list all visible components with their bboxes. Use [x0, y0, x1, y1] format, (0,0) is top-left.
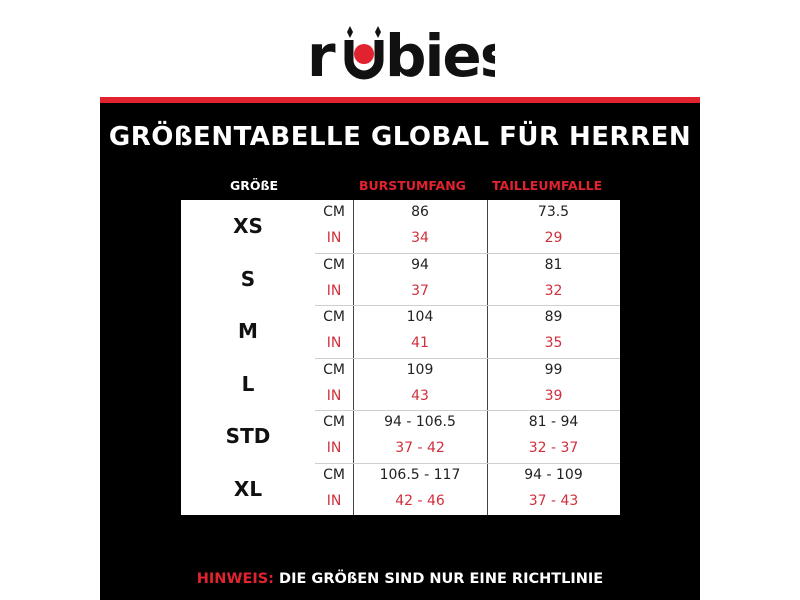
row-divider — [315, 410, 620, 411]
unit-in: IN — [326, 230, 342, 246]
waist-cm: 89 — [544, 309, 563, 325]
table-row: S CM IN 94 37 81 32 — [181, 252, 620, 306]
note-label: HINWEIS: — [196, 571, 274, 587]
waist-cm: 99 — [544, 361, 563, 378]
burst-in: 37 - 42 — [395, 440, 445, 456]
size-label: S — [240, 266, 256, 291]
burst-cm: 104 — [406, 309, 434, 325]
size-label: XS — [233, 214, 263, 238]
page-title: GRÖßENTABELLE GLOBAL FÜR HERREN — [108, 122, 692, 152]
burst-in: 41 — [411, 335, 429, 351]
rubies-logo: r bies — [0, 18, 800, 88]
unit-in: IN — [326, 440, 342, 456]
unit-in: IN — [326, 335, 342, 351]
waist-in: 32 — [544, 282, 563, 299]
burst-cm: 94 - 106.5 — [384, 414, 456, 430]
unit-cm: CM — [323, 466, 345, 483]
table-row: L CM IN 109 43 99 39 — [181, 357, 620, 411]
unit-cm: CM — [323, 309, 345, 325]
waist-in: 37 - 43 — [528, 492, 579, 509]
table-row: XL CM IN 106.5 - 117 42 - 46 94 - 109 37 - 43 — [181, 462, 620, 516]
unit-cm: CM — [323, 256, 345, 273]
unit-in: IN — [326, 387, 342, 404]
size-label: M — [238, 319, 258, 343]
burst-cm: 109 — [406, 361, 434, 378]
unit-in: IN — [326, 492, 342, 509]
waist-in: 35 — [544, 335, 563, 351]
waist-in: 29 — [544, 230, 563, 246]
unit-cm: CM — [323, 414, 345, 430]
accent-bar — [100, 97, 700, 103]
burst-in: 37 — [411, 282, 429, 299]
unit-in: IN — [326, 282, 342, 299]
burst-in: 43 — [411, 387, 429, 404]
header-size: GRÖßE — [230, 178, 279, 193]
burst-cm: 86 — [411, 204, 429, 220]
size-table: XS CM IN 86 34 73.5 29 S CM IN 94 37 81 32 M CM IN 104 41 8… — [181, 200, 620, 515]
waist-in: 32 - 37 — [528, 440, 579, 456]
unit-cm: CM — [323, 204, 345, 220]
table-row: STD CM IN 94 - 106.5 37 - 42 81 - 94 32 - 37 — [181, 410, 620, 463]
svg-text:r: r — [307, 22, 336, 84]
row-divider — [315, 462, 620, 464]
waist-cm: 73.5 — [537, 204, 570, 220]
burst-cm: 106.5 - 117 — [379, 466, 461, 483]
table-row: XS CM IN 86 34 73.5 29 — [181, 200, 620, 253]
size-label: XL — [233, 476, 263, 501]
svg-text:bies: bies — [385, 22, 495, 84]
rubies-logo-image: r bies — [307, 22, 495, 84]
header-burst: BURSTUMFANG — [359, 178, 466, 193]
size-label: L — [241, 371, 255, 396]
burst-in: 34 — [411, 230, 429, 246]
waist-in: 39 — [544, 387, 563, 404]
row-divider — [315, 305, 620, 306]
row-divider — [315, 252, 620, 254]
size-label: STD — [225, 424, 271, 448]
waist-cm: 94 - 109 — [524, 466, 583, 483]
note-text: DIE GRÖßEN SIND NUR EINE RICHTLINIE — [279, 571, 604, 587]
unit-cm: CM — [323, 361, 345, 378]
note: HINWEIS: DIE GRÖßEN SIND NUR EINE RICHTL… — [100, 571, 700, 587]
waist-cm: 81 - 94 — [528, 414, 579, 430]
table-row: M CM IN 104 41 89 35 — [181, 305, 620, 358]
burst-cm: 94 — [411, 256, 429, 273]
burst-in: 42 - 46 — [395, 492, 445, 509]
row-divider — [315, 357, 620, 359]
waist-cm: 81 — [544, 256, 563, 273]
header-waist: TAILLEUMFALLE — [492, 178, 603, 193]
